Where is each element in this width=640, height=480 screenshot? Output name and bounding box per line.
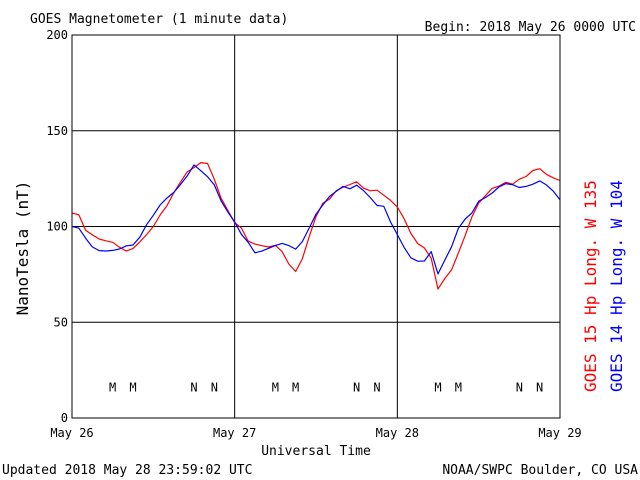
annotation-m: M (455, 380, 462, 394)
series-line-goes14 (71, 164, 561, 275)
annotation-m: M (129, 380, 136, 394)
series-line-goes15 (71, 162, 561, 290)
annotation-n: N (211, 380, 218, 394)
annotation-m: M (292, 380, 299, 394)
axis-ticks: 0 50 100 150 200 May 26 May 27 May 28 May 29 (46, 28, 581, 440)
y-tick-label: 100 (46, 220, 68, 234)
source-label: NOAA/SWPC Boulder, CO USA (442, 463, 638, 478)
y-tick-label: 200 (46, 28, 68, 42)
x-tick-label: May 26 (50, 426, 93, 440)
annotation-m: M (272, 380, 279, 394)
updated-label: Updated 2018 May 28 23:59:02 UTC (2, 463, 252, 478)
y-tick-label: 150 (46, 124, 68, 138)
series-lines (71, 162, 561, 290)
y-tick-label: 50 (54, 315, 68, 329)
annotation-n: N (373, 380, 380, 394)
x-tick-label: May 28 (376, 426, 419, 440)
plot-frame (71, 34, 561, 419)
annotation-m: M (109, 380, 116, 394)
annotation-n: N (536, 380, 543, 394)
y-tick-label: 0 (61, 411, 68, 425)
chart-title: GOES Magnetometer (1 minute data) (30, 12, 288, 27)
legend-goes15: GOES 15 Hp Long. W 135 (581, 180, 600, 392)
annotation-m: M (434, 380, 441, 394)
annotation-n: N (516, 380, 523, 394)
x-axis-label: Universal Time (261, 444, 371, 459)
legend-goes14: GOES 14 Hp Long. W 104 (607, 180, 626, 392)
y-axis-label: NanoTesla (nT) (13, 181, 32, 316)
begin-label: Begin: 2018 May 26 0000 UTC (425, 20, 636, 35)
annotation-n: N (353, 380, 360, 394)
x-tick-label: May 29 (538, 426, 581, 440)
annotation-n: N (190, 380, 197, 394)
x-tick-label: May 27 (213, 426, 256, 440)
